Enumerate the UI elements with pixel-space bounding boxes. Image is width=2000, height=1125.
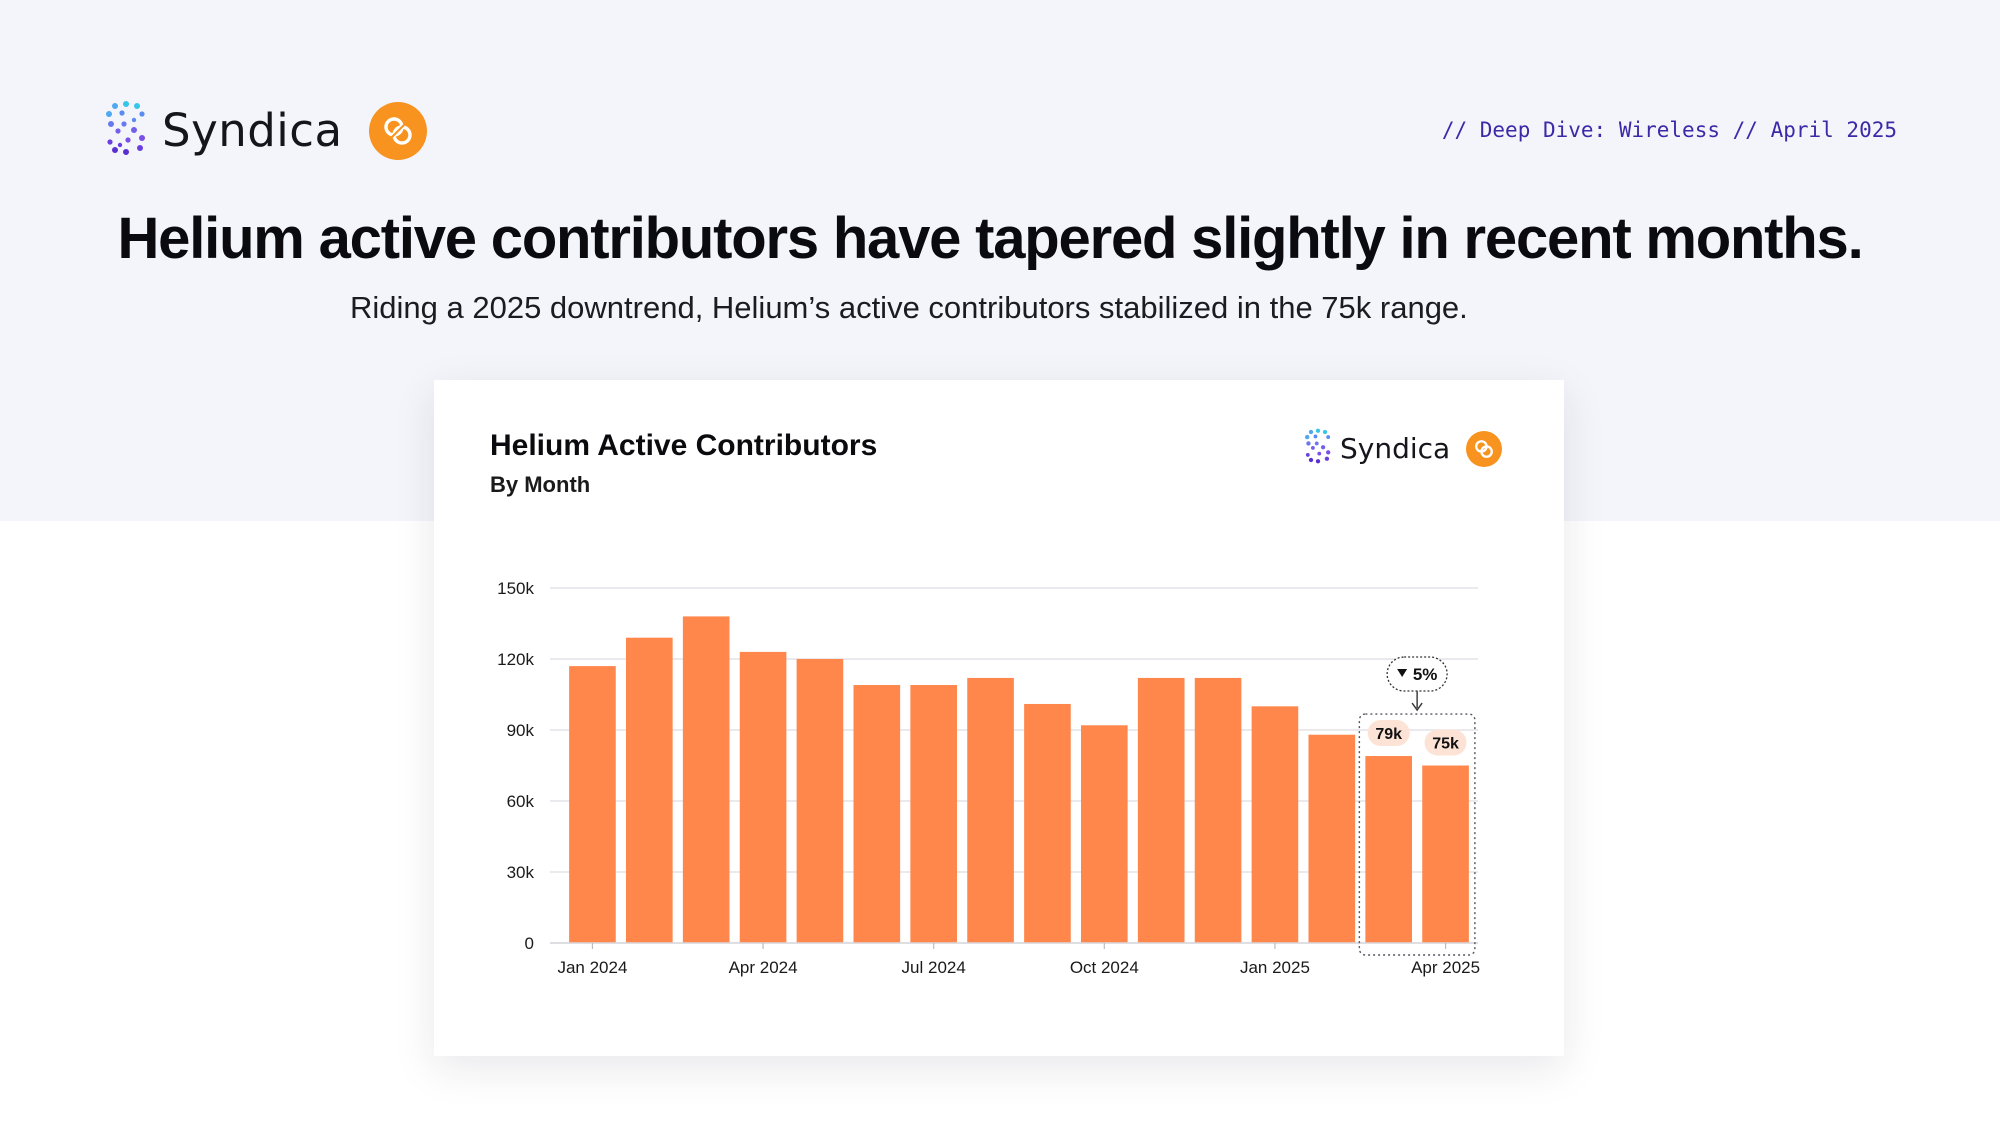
data-label: 75k <box>1432 736 1459 753</box>
data-label-pill <box>1424 729 1467 756</box>
x-tick-label: Oct 2024 <box>1070 958 1139 977</box>
down-triangle-icon <box>1397 669 1408 678</box>
y-tick-label: 30k <box>507 863 535 882</box>
bar <box>1308 734 1356 943</box>
bar <box>910 685 958 943</box>
bar <box>625 637 673 943</box>
y-tick-label: 150k <box>497 579 534 598</box>
bar <box>1194 677 1242 943</box>
y-tick-label: 120k <box>497 650 534 669</box>
card-brand: Syndica <box>1304 428 1503 469</box>
brand-header: Syndica <box>104 100 427 161</box>
x-tick-label: Jan 2025 <box>1240 958 1310 977</box>
chart-title: Helium Active Contributors <box>490 429 878 462</box>
bar <box>569 666 616 943</box>
data-label-pill <box>1367 720 1410 747</box>
data-label: 79k <box>1375 726 1402 743</box>
brand-name: Syndica <box>162 104 343 157</box>
x-tick-label: Apr 2024 <box>729 958 798 977</box>
page-subheadline: Riding a 2025 downtrend, Helium’s active… <box>350 290 1468 325</box>
helium-logo-icon <box>1466 430 1503 467</box>
report-tagline: // Deep Dive: Wireless // April 2025 <box>1441 118 1897 142</box>
y-tick-label: 0 <box>525 934 534 953</box>
bar-chart: 0 30k 60k 90k 120k 150k Jan 2024 Apr 2024 Jul 20… <box>497 579 1480 977</box>
y-tick-label: 60k <box>507 792 535 811</box>
chart-subtitle: By Month <box>490 472 591 497</box>
x-tick-label: Jan 2024 <box>557 958 627 977</box>
change-badge <box>1386 656 1448 692</box>
change-label: 5% <box>1413 665 1438 684</box>
bar <box>1024 703 1071 943</box>
bar <box>1365 756 1413 943</box>
syndica-logo-icon <box>1304 428 1332 469</box>
bar <box>682 616 730 943</box>
highlight-box <box>1358 713 1476 956</box>
bar <box>853 685 901 943</box>
bar <box>967 677 1014 943</box>
bar <box>1080 725 1128 943</box>
helium-logo-icon <box>368 101 427 160</box>
page-headline: Helium active contributors have tapered … <box>117 206 1864 271</box>
bar <box>1422 765 1469 943</box>
bar <box>796 659 844 943</box>
bar <box>1137 677 1185 943</box>
chart-card: Helium Active Contributors By Month Synd… <box>434 380 1564 1056</box>
y-tick-label: 90k <box>507 721 535 740</box>
x-tick-label: Jul 2024 <box>902 958 966 977</box>
x-tick-label: Apr 2025 <box>1411 958 1480 977</box>
bar <box>739 651 787 943</box>
syndica-logo-icon <box>104 100 148 161</box>
change-arrowhead <box>1411 702 1423 712</box>
card-brand-name: Syndica <box>1340 432 1451 465</box>
bar <box>1251 706 1299 943</box>
